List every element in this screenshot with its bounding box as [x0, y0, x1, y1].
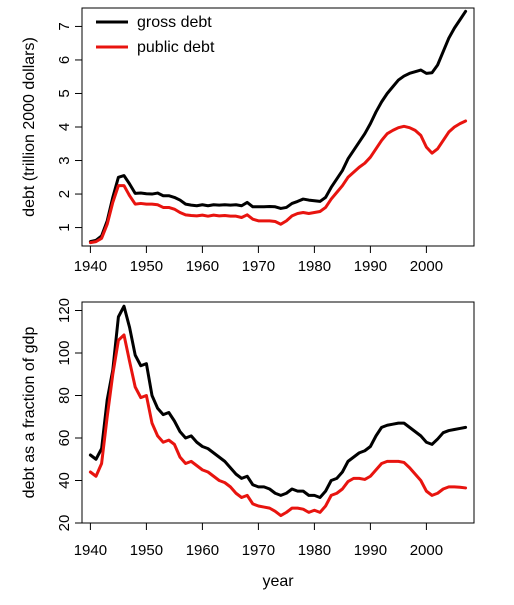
panel-2-y-axis-title: debt as a fraction of gdp	[21, 327, 38, 499]
panel-2-y-tick-label: 100	[56, 340, 73, 365]
panel-2-public-debt-line	[88, 333, 468, 518]
panel-2-x-tick-label: 1950	[130, 542, 163, 559]
panel-1-x-tick-label: 1990	[354, 258, 387, 275]
panel-2-plot-frame	[81, 301, 475, 524]
panel-1-x-tick-label: 2000	[410, 258, 443, 275]
panel-2-gross-debt-line	[88, 304, 468, 499]
panel-1-x-tick-label: 1940	[74, 258, 107, 275]
panel-1-gross-debt-line	[88, 9, 468, 244]
panel-2-x-tick-label: 1960	[186, 542, 219, 559]
panel-2-y-tick-label: 20	[56, 515, 73, 532]
panel-2-x-tick-label: 1990	[354, 542, 387, 559]
panel-2-x-tick-label: 1940	[74, 542, 107, 559]
panel-1-y-tick-label: 7	[56, 22, 73, 30]
panel-1-public-debt-line	[88, 119, 468, 245]
panel-1-x-tick-label: 1970	[242, 258, 275, 275]
panel-1-x-tick-label: 1950	[130, 258, 163, 275]
panel-2-x-tick-label: 1980	[298, 542, 331, 559]
panel-1-x-tick-label: 1960	[186, 258, 219, 275]
panel-1-y-tick-label: 1	[56, 223, 73, 231]
panel-2-y-tick-label: 120	[56, 298, 73, 323]
panel-2-x-tick-label: 1970	[242, 542, 275, 559]
panel-1-y-tick-label: 4	[56, 123, 73, 131]
panel-1-y-tick-label: 2	[56, 190, 73, 198]
panel-1-x-tick-label: 1980	[298, 258, 331, 275]
panel-1-legend-label-public-debt: public debt	[137, 39, 215, 56]
panel-2-y-tick-label: 60	[56, 430, 73, 447]
panel-1-y-tick-label: 3	[56, 156, 73, 164]
panel-1-y-tick-label: 5	[56, 89, 73, 97]
panel-2-x-axis-title: year	[262, 573, 294, 590]
panel-1-legend-label-gross-debt: gross debt	[137, 14, 212, 31]
panel-2-y-tick-label: 40	[56, 472, 73, 489]
panel-1-y-axis-title: debt (trillion 2000 dollars)	[21, 37, 38, 217]
panel-2-y-tick-label: 80	[56, 387, 73, 404]
panel-2-x-tick-label: 2000	[410, 542, 443, 559]
panel-1-y-tick-label: 6	[56, 56, 73, 64]
